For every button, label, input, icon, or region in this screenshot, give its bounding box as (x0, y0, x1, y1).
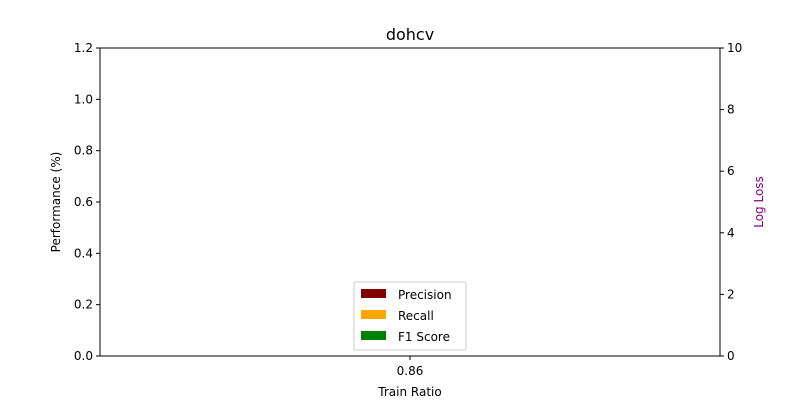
legend-label-precision: Precision (398, 288, 452, 302)
y-axis-label: Performance (%) (49, 152, 63, 253)
x-axis-label: Train Ratio (377, 385, 441, 399)
right-tick-label: 10 (727, 41, 742, 55)
left-tick-label: 1.0 (74, 92, 93, 106)
left-tick-label: 0.0 (74, 349, 93, 363)
left-tick-label: 1.2 (74, 41, 93, 55)
left-tick-label: 0.4 (74, 246, 93, 260)
y2-axis-label: Log Loss (752, 176, 766, 228)
right-tick-label: 8 (727, 103, 735, 117)
left-axis: 0.0 0.2 0.4 0.6 0.8 1.0 1.2 (74, 41, 100, 363)
right-tick-label: 2 (727, 287, 735, 301)
legend-swatch-precision (361, 289, 386, 298)
left-tick-label: 0.2 (74, 298, 93, 312)
right-axis: 0 2 4 6 8 10 (720, 41, 742, 363)
x-tick-label: 0.86 (397, 364, 424, 378)
legend-swatch-recall (361, 310, 386, 319)
legend-label-f1-score: F1 Score (398, 330, 450, 344)
left-tick-label: 0.6 (74, 195, 93, 209)
chart-title: dohcv (386, 25, 434, 44)
legend: Precision Recall F1 Score (353, 281, 467, 351)
legend-swatch-f1-score (361, 331, 386, 340)
left-tick-label: 0.8 (74, 144, 93, 158)
right-tick-label: 6 (727, 164, 735, 178)
legend-label-recall: Recall (398, 309, 434, 323)
right-tick-label: 0 (727, 349, 735, 363)
right-tick-label: 4 (727, 226, 735, 240)
x-axis: 0.86 (397, 356, 424, 378)
